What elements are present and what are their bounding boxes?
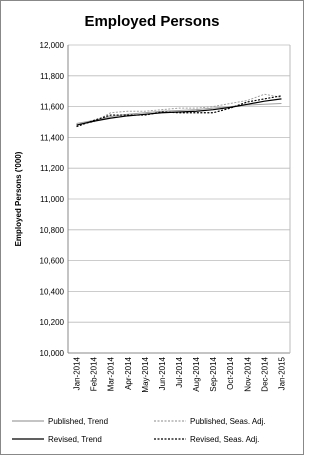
x-tick-label: Dec-2014: [260, 356, 269, 391]
y-tick-label: 10,000: [40, 349, 65, 358]
y-tick-label: 11,800: [40, 72, 64, 81]
y-tick-label: 11,200: [40, 164, 64, 173]
line-series: [76, 93, 282, 126]
y-tick-label: 11,400: [40, 133, 64, 142]
x-tick-label: Jul-2014: [175, 356, 184, 387]
x-tick-label: Jan-2014: [73, 356, 82, 390]
legend-label: Published, Seas. Adj.: [190, 417, 266, 426]
chart-title: Employed Persons: [84, 13, 219, 30]
y-axis-label: Employed Persons ('000): [14, 151, 23, 246]
x-tick-label: Mar-2014: [107, 356, 116, 391]
x-tick-label: Jan-2015: [277, 356, 286, 390]
legend-label: Revised, Trend: [48, 435, 102, 444]
legend-label: Revised, Seas. Adj.: [190, 435, 259, 444]
x-tick-label: Nov-2014: [243, 356, 252, 391]
y-tick-label: 11,600: [40, 103, 64, 112]
x-tick-label: Apr-2014: [124, 356, 133, 389]
line-series: [76, 95, 282, 128]
legend-label: Published, Trend: [48, 417, 108, 426]
line-series: [76, 103, 282, 125]
x-tick-label: May-2014: [141, 356, 150, 392]
x-tick-label: Feb-2014: [90, 356, 99, 391]
y-tick-label: 11,000: [40, 195, 64, 204]
x-tick-label: Sep-2014: [209, 356, 218, 391]
x-tick-label: Aug-2014: [192, 356, 201, 391]
y-tick-label: 10,200: [40, 318, 65, 327]
y-tick-label: 10,400: [40, 287, 65, 296]
line-series: [76, 98, 282, 126]
chart: Employed Persons Employed Persons ('000)…: [0, 0, 304, 455]
y-tick-label: 10,800: [40, 226, 65, 235]
y-tick-label: 10,600: [40, 257, 65, 266]
x-tick-label: Jun-2014: [158, 356, 167, 390]
y-tick-label: 12,000: [40, 41, 65, 50]
x-tick-label: Oct-2014: [226, 356, 235, 389]
